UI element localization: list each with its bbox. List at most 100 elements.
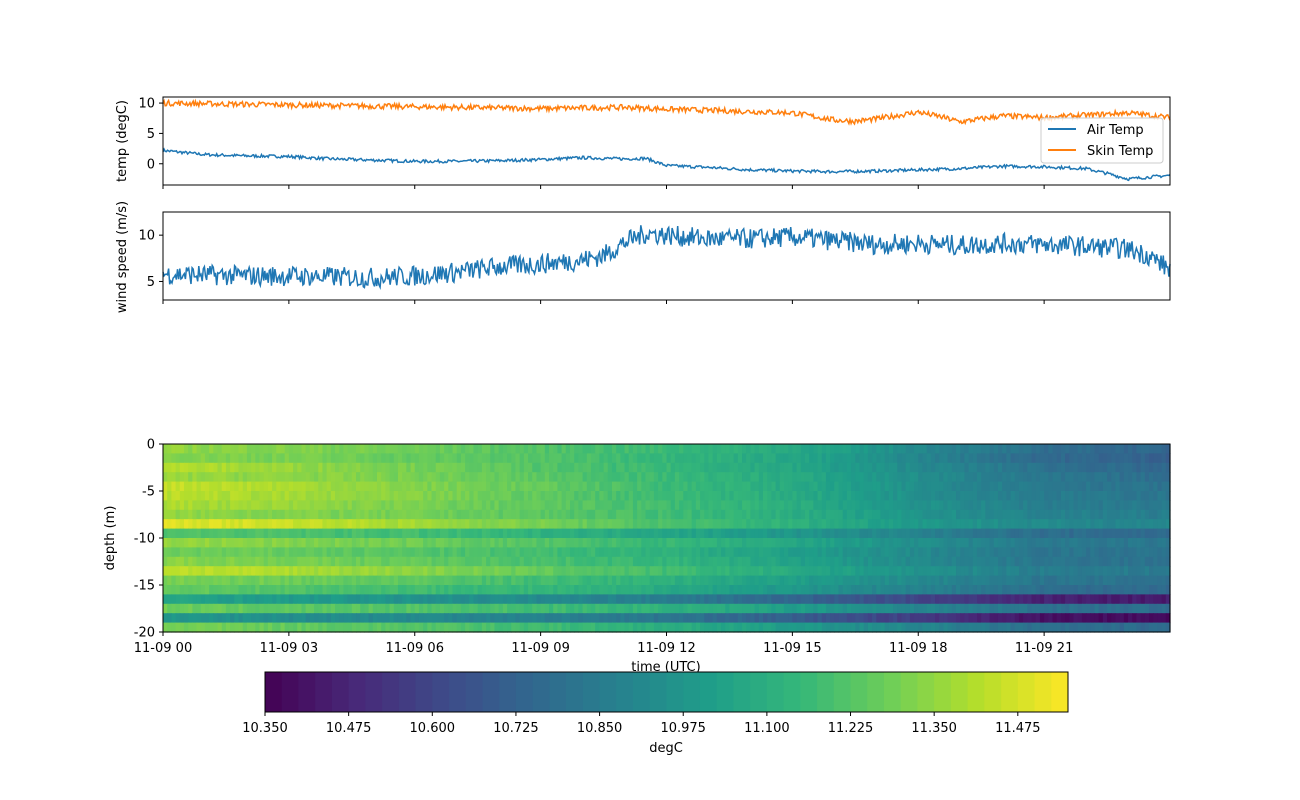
heatmap-cell <box>809 453 814 464</box>
heatmap-cell <box>209 556 214 567</box>
heatmap-cell <box>599 594 605 605</box>
heatmap-cell <box>175 481 181 492</box>
heatmap-cell <box>838 481 844 492</box>
heatmap-cell <box>251 500 256 511</box>
heatmap-cell <box>976 472 982 483</box>
heatmap-cell <box>708 575 714 586</box>
heatmap-cell <box>746 444 752 454</box>
heatmap-cell <box>553 622 559 633</box>
heatmap-cell <box>1165 566 1171 577</box>
heatmap-cell <box>1018 462 1024 473</box>
heatmap-cell <box>1060 462 1066 473</box>
heatmap-cell <box>1027 547 1033 558</box>
heatmap-cell <box>972 566 978 577</box>
heatmap-cell <box>939 528 945 539</box>
heatmap-cell <box>456 453 462 464</box>
heatmap-cell <box>1140 556 1146 567</box>
heatmap-cell <box>381 603 386 614</box>
heatmap-cell <box>632 500 638 511</box>
heatmap-cell <box>1006 585 1012 595</box>
heatmap-cell <box>926 481 932 492</box>
heatmap-cell <box>632 547 638 558</box>
heatmap-cell <box>381 538 386 548</box>
heatmap-cell <box>905 603 911 614</box>
heatmap-cell <box>1132 556 1138 567</box>
heatmap-cell <box>360 603 365 614</box>
heatmap-cell <box>1002 547 1007 558</box>
heatmap-cell <box>372 444 378 454</box>
heatmap-cell <box>943 603 949 614</box>
heatmap-cell <box>742 453 747 464</box>
heatmap-cell <box>796 472 802 483</box>
heatmap-cell <box>1039 462 1045 473</box>
heatmap-cell <box>402 556 407 567</box>
heatmap-cell <box>704 538 710 548</box>
heatmap-cell <box>209 594 214 605</box>
heatmap-cell <box>314 575 319 586</box>
heatmap-cell <box>523 453 529 464</box>
heatmap-cell <box>1144 594 1150 605</box>
heatmap-cell <box>1069 500 1075 511</box>
heatmap-cell <box>1073 491 1079 501</box>
heatmap-cell <box>326 613 332 624</box>
heatmap-cell <box>788 453 793 464</box>
heatmap-cell <box>846 594 852 605</box>
heatmap-cell <box>1060 528 1066 539</box>
heatmap-x-tick-label: 11-09 12 <box>637 641 695 656</box>
heatmap-cell <box>1010 509 1016 520</box>
heatmap-cell <box>1006 556 1012 567</box>
heatmap-cell <box>649 538 655 548</box>
heatmap-cell <box>389 538 395 548</box>
heatmap-cell <box>326 538 332 548</box>
heatmap-cell <box>863 444 869 454</box>
heatmap-cell <box>410 538 416 548</box>
heatmap-cell <box>989 547 995 558</box>
heatmap-cell <box>330 491 336 501</box>
heatmap-cell <box>276 585 282 595</box>
heatmap-cell <box>276 603 282 614</box>
heatmap-cell <box>922 491 928 501</box>
heatmap-cell <box>662 556 668 567</box>
heatmap-cell <box>951 594 957 605</box>
heatmap-cell <box>326 528 332 539</box>
heatmap-cell <box>330 566 336 577</box>
heatmap-cell <box>1149 594 1154 605</box>
heatmap-cell <box>758 491 764 501</box>
heatmap-cell <box>1161 613 1167 624</box>
heatmap-cell <box>981 566 986 577</box>
heatmap-cell <box>1031 472 1037 483</box>
heatmap-cell <box>1115 481 1121 492</box>
heatmap-cell <box>716 462 722 473</box>
heatmap-cell <box>679 622 684 633</box>
heatmap-cell <box>360 481 365 492</box>
heatmap-cell <box>393 481 399 492</box>
heatmap-cell <box>758 603 764 614</box>
heatmap-cell <box>582 444 588 454</box>
heatmap-cell <box>1056 575 1062 586</box>
heatmap-cell <box>549 603 554 614</box>
heatmap-cell <box>423 462 428 473</box>
heatmap-cell <box>284 547 290 558</box>
heatmap-cell <box>838 453 844 464</box>
heatmap-cell <box>1086 472 1091 483</box>
heatmap-cell <box>410 519 416 530</box>
heatmap-cell <box>901 509 907 520</box>
heatmap-cell <box>997 444 1003 454</box>
heatmap-cell <box>498 556 504 567</box>
heatmap-cell <box>700 472 705 483</box>
heatmap-cell <box>1073 481 1079 492</box>
heatmap-cell <box>347 566 353 577</box>
heatmap-cell <box>309 547 315 558</box>
heatmap-cell <box>305 453 311 464</box>
heatmap-cell <box>809 462 814 473</box>
heatmap-cell <box>221 528 227 539</box>
heatmap-cell <box>486 603 491 614</box>
heatmap-cell <box>301 594 307 605</box>
heatmap-cell <box>855 500 861 511</box>
heatmap-cell <box>712 491 718 501</box>
heatmap-y-axis-label: depth (m) <box>103 506 118 571</box>
heatmap-cell <box>590 547 596 558</box>
heatmap-cell <box>314 622 319 633</box>
heatmap-cell <box>372 575 378 586</box>
heatmap-cell <box>775 622 781 633</box>
